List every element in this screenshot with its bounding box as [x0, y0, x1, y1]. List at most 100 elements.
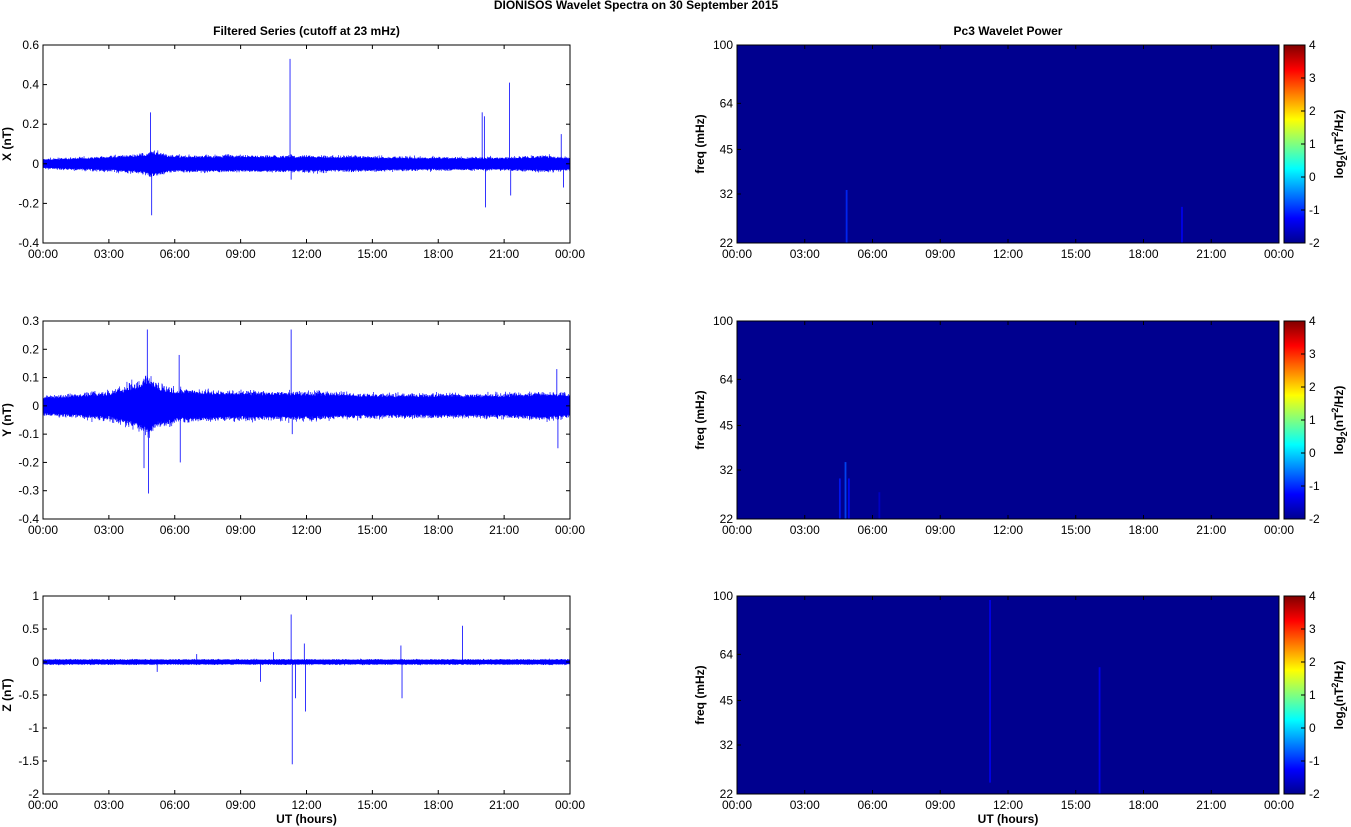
x-tick-label: 00:00 — [722, 247, 752, 261]
x-tick-label: 18:00 — [1128, 798, 1158, 812]
x-tick-label: 18:00 — [423, 798, 453, 812]
colorbar-label-sup: 2 — [1330, 683, 1340, 688]
x-tick-label: 09:00 — [226, 798, 256, 812]
x-tick-label: 18:00 — [1128, 247, 1158, 261]
wavelet-power-map — [737, 596, 1279, 794]
x-tick-label: 06:00 — [160, 798, 190, 812]
y-tick-label: -0.5 — [18, 688, 39, 702]
x-tick-label: 00:00 — [555, 247, 585, 261]
y-tick-label: 0.2 — [22, 117, 39, 131]
x-tick-label: 09:00 — [226, 247, 256, 261]
colorbar-label-main: log — [1332, 160, 1346, 178]
y-tick-label: 32 — [720, 738, 734, 752]
y-axis-label: freq (mHz) — [693, 665, 707, 724]
plot-area — [43, 596, 570, 794]
y-tick-label: -0.3 — [18, 484, 39, 498]
x-tick-label: 15:00 — [1061, 523, 1091, 537]
colorbar-label-sub: 2 — [1339, 155, 1349, 160]
line-chart-2: -0.4 -0.3 -0.2 -0.1 0 0.1 0.2 0.3 00:00 03:00 06:0… — [0, 314, 585, 537]
colorbar-tick-label: -1 — [1309, 203, 1320, 217]
y-tick-label: 22 — [720, 236, 734, 250]
x-tick-label: 15:00 — [1061, 247, 1091, 261]
colorbar-tick-label: 0 — [1309, 446, 1316, 460]
colorbar-label-sup: 2 — [1330, 408, 1340, 413]
y-tick-label: 100 — [713, 589, 733, 603]
power-streak — [878, 492, 881, 519]
chart-title: Filtered Series (cutoff at 23 mHz) — [213, 24, 400, 38]
colorbar-label: log2(nT2/Hz) — [1330, 386, 1349, 455]
x-axis-label: UT (hours) — [978, 812, 1039, 826]
y-tick-label: -0.2 — [18, 455, 39, 469]
x-tick-label: 15:00 — [1061, 798, 1091, 812]
x-tick-label: 15:00 — [357, 247, 387, 261]
colorbar-label-rest: (nT — [1332, 687, 1346, 706]
power-streak — [1098, 667, 1101, 794]
y-tick-label: 64 — [720, 647, 734, 661]
plot-area — [43, 45, 570, 243]
colorbar-label: log2(nT2/Hz) — [1330, 661, 1349, 730]
y-axis-label: Z (nT) — [0, 678, 14, 711]
x-tick-label: 00:00 — [555, 523, 585, 537]
x-tick-label: 03:00 — [94, 798, 124, 812]
x-tick-label: 12:00 — [291, 247, 321, 261]
x-tick-label: 15:00 — [357, 798, 387, 812]
x-tick-label: 06:00 — [857, 247, 887, 261]
x-tick-label: 21:00 — [1196, 798, 1226, 812]
colorbar-tick-label: 1 — [1309, 137, 1316, 151]
y-tick-label: -0.4 — [18, 512, 39, 526]
colorbar-label-main: log — [1332, 436, 1346, 454]
colorbar-label-end: /Hz) — [1332, 386, 1346, 408]
x-tick-label: 06:00 — [160, 523, 190, 537]
colorbar-tick-label: 2 — [1309, 104, 1316, 118]
colorbar-label: log2(nT2/Hz) — [1330, 110, 1349, 179]
y-tick-label: -0.2 — [18, 196, 39, 210]
colorbar-tick-label: 1 — [1309, 413, 1316, 427]
y-tick-label: 1 — [32, 589, 39, 603]
y-tick-label: -1 — [28, 721, 39, 735]
x-tick-label: 00:00 — [722, 523, 752, 537]
x-tick-label: 09:00 — [925, 247, 955, 261]
wavelet-power-map — [737, 321, 1279, 519]
power-streak — [847, 478, 850, 519]
x-tick-label: 12:00 — [291, 523, 321, 537]
y-tick-label: 22 — [720, 787, 734, 801]
x-tick-label: 03:00 — [790, 798, 820, 812]
y-tick-label: -1.5 — [18, 754, 39, 768]
x-tick-label: 21:00 — [1196, 523, 1226, 537]
x-tick-label: 00:00 — [722, 798, 752, 812]
power-streak — [1181, 206, 1183, 243]
y-tick-label: 0.5 — [22, 622, 39, 636]
x-tick-label: 12:00 — [993, 247, 1023, 261]
x-tick-label: 09:00 — [226, 523, 256, 537]
wavelet-power-map — [737, 45, 1279, 243]
y-tick-label: 64 — [720, 96, 734, 110]
power-streak — [844, 462, 847, 519]
line-chart-4: -2 -1.5 -1 -0.5 0 0.5 1 00:00 03:00 06:00 09:00 12:… — [0, 589, 585, 826]
colorbar-tick-label: 0 — [1309, 721, 1316, 735]
colorbar-tick-label: 0 — [1309, 170, 1316, 184]
x-tick-label: 00:00 — [28, 798, 58, 812]
x-tick-label: 00:00 — [555, 798, 585, 812]
x-tick-label: 15:00 — [357, 523, 387, 537]
y-tick-label: 45 — [720, 142, 734, 156]
line-chart-0: -0.4 -0.2 0 0.2 0.4 0.6 00:00 03:00 06:00 09:00 12… — [0, 24, 585, 261]
colorbar-tick-label: 4 — [1309, 314, 1316, 328]
y-axis-label: X (nT) — [0, 127, 14, 161]
colorbar-tick-label: 4 — [1309, 589, 1316, 603]
x-tick-label: 00:00 — [1264, 523, 1294, 537]
y-tick-label: -0.4 — [18, 236, 39, 250]
x-tick-label: 00:00 — [1264, 247, 1294, 261]
x-tick-label: 03:00 — [94, 523, 124, 537]
colorbar-label-end: /Hz) — [1332, 110, 1346, 132]
x-tick-label: 18:00 — [423, 523, 453, 537]
x-tick-label: 18:00 — [1128, 523, 1158, 537]
x-tick-label: 06:00 — [857, 798, 887, 812]
colorbar-tick-label: 2 — [1309, 380, 1316, 394]
power-streak — [838, 478, 841, 519]
x-tick-label: 03:00 — [790, 247, 820, 261]
x-tick-label: 00:00 — [28, 523, 58, 537]
